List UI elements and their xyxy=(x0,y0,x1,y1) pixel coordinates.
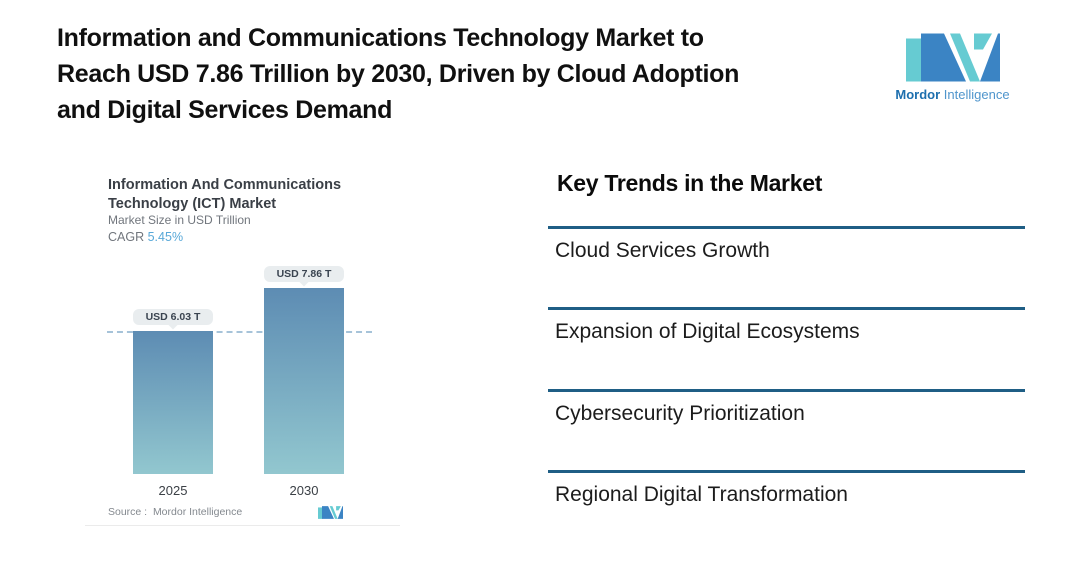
bar-chart-plot: USD 6.03 T USD 7.86 T xyxy=(85,248,400,474)
value-label-2030: USD 7.86 T xyxy=(264,266,344,287)
bar-2030 xyxy=(264,288,344,474)
value-label-2030-text: USD 7.86 T xyxy=(276,268,332,280)
chart-cagr: CAGR 5.45% xyxy=(108,230,183,244)
trend-item-label: Regional Digital Transformation xyxy=(555,483,848,506)
page-title-line-2: Reach USD 7.86 Trillion by 2030, Driven … xyxy=(57,60,740,88)
trend-item: Cloud Services Growth xyxy=(548,226,1025,263)
key-trends-panel: Key Trends in the Market Cloud Services … xyxy=(548,160,1025,560)
source-text: Source : Mordor Intelligence xyxy=(108,506,243,518)
chart-title-line-2: Technology (ICT) Market xyxy=(108,196,277,212)
mordor-intelligence-mini-logo-icon xyxy=(318,506,343,519)
brand-logo: Mordor Intelligence xyxy=(895,33,1010,102)
trend-item-label: Expansion of Digital Ecosystems xyxy=(555,320,860,343)
trend-item: Cybersecurity Prioritization xyxy=(548,389,1025,426)
source-row: Source : Mordor Intelligence xyxy=(85,504,400,524)
page-title-line-3: and Digital Services Demand xyxy=(57,96,393,124)
bar-2025 xyxy=(133,331,213,474)
trend-item: Expansion of Digital Ecosystems xyxy=(548,307,1025,344)
chart-subtitle: Market Size in USD Trillion xyxy=(108,213,251,227)
value-label-2025: USD 6.03 T xyxy=(133,309,213,330)
x-axis-label-2025: 2025 xyxy=(158,483,188,498)
cagr-value: 5.45% xyxy=(147,230,184,244)
key-trends-heading: Key Trends in the Market xyxy=(557,170,823,196)
page-title-line-1: Information and Communications Technolog… xyxy=(57,24,704,52)
brand-wordmark-bold: Mordor xyxy=(895,87,941,102)
baseline-dashed-line xyxy=(107,331,372,333)
x-axis-label-2030: 2030 xyxy=(289,483,319,498)
page-title: Information and Communications Technolog… xyxy=(57,20,887,128)
cagr-label: CAGR xyxy=(108,230,145,244)
market-size-chart-card: Information And Communications Technolog… xyxy=(85,158,400,526)
mordor-intelligence-logo-icon xyxy=(905,33,1000,82)
trend-item-label: Cybersecurity Prioritization xyxy=(555,402,805,425)
brand-wordmark: Mordor Intelligence xyxy=(895,87,1010,102)
chart-title: Information And Communications Technolog… xyxy=(108,176,368,214)
brand-wordmark-regular: Intelligence xyxy=(940,87,1010,102)
trend-item-label: Cloud Services Growth xyxy=(555,239,770,262)
trend-item: Regional Digital Transformation xyxy=(548,470,1025,507)
chart-title-line-1: Information And Communications xyxy=(108,177,342,193)
value-label-2025-text: USD 6.03 T xyxy=(145,311,201,323)
